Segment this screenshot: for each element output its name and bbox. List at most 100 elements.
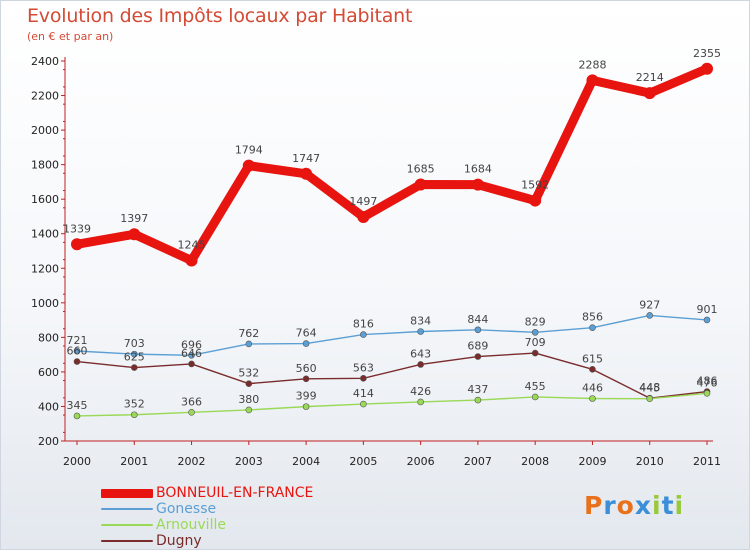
proxiti-logo: Proxiti — [584, 491, 684, 520]
data-point — [589, 395, 596, 402]
data-label: 927 — [639, 298, 660, 311]
x-tick-label: 2010 — [636, 455, 664, 468]
data-label: 1794 — [235, 144, 263, 157]
data-label: 1339 — [63, 222, 91, 235]
data-label: 709 — [525, 336, 546, 349]
data-label: 563 — [353, 361, 374, 374]
data-label: 1592 — [521, 179, 549, 192]
data-label: 560 — [296, 362, 317, 375]
logo-letter: P — [584, 491, 604, 520]
data-label: 352 — [124, 398, 145, 411]
data-label: 437 — [467, 383, 488, 396]
data-label: 829 — [525, 315, 546, 328]
logo-letter: r — [603, 491, 617, 520]
y-tick-label: 400 — [38, 400, 59, 413]
y-tick-label: 1000 — [31, 297, 59, 310]
legend-label: Dugny — [156, 533, 202, 549]
data-label: 816 — [353, 318, 374, 331]
data-label: 2355 — [693, 47, 721, 60]
data-label: 2214 — [636, 71, 664, 84]
data-point — [357, 210, 370, 223]
x-tick-label: 2002 — [178, 455, 206, 468]
data-label: 1747 — [292, 152, 320, 165]
data-point — [245, 340, 253, 348]
data-point — [300, 167, 313, 180]
data-label: 643 — [410, 347, 431, 360]
data-label: 834 — [410, 314, 431, 327]
logo-letter: i — [652, 491, 662, 520]
x-tick-label: 2011 — [693, 455, 721, 468]
data-label: 486 — [697, 375, 718, 388]
y-tick-label: 2400 — [31, 55, 59, 68]
data-label: 856 — [582, 311, 603, 324]
data-label: 448 — [639, 381, 660, 394]
data-label: 764 — [296, 327, 317, 340]
data-label: 1497 — [349, 195, 377, 208]
x-tick-label: 2006 — [407, 455, 435, 468]
data-point — [71, 238, 83, 251]
data-point — [703, 390, 711, 397]
series-line-gonesse — [76, 314, 708, 357]
data-point — [130, 411, 138, 419]
data-label: 615 — [582, 352, 603, 365]
data-point — [474, 326, 482, 334]
data-point — [471, 178, 484, 191]
data-point — [73, 358, 81, 365]
data-label: 721 — [67, 334, 88, 347]
data-point — [245, 380, 253, 387]
data-label: 366 — [181, 395, 202, 408]
data-point — [188, 360, 195, 368]
y-tick-label: 2000 — [31, 124, 59, 137]
data-label: 532 — [238, 367, 259, 380]
data-label: 844 — [467, 313, 488, 326]
legend-label: Arnouville — [156, 517, 226, 533]
y-tick-label: 1200 — [31, 262, 59, 275]
data-label: 446 — [582, 382, 603, 395]
data-point — [417, 361, 424, 368]
data-label: 696 — [181, 338, 202, 351]
x-tick-label: 2008 — [521, 455, 549, 468]
y-tick-label: 600 — [38, 366, 59, 379]
data-label: 399 — [296, 390, 317, 403]
data-label: 426 — [410, 385, 431, 398]
x-tick-label: 2005 — [349, 455, 377, 468]
legend-label: BONNEUIL-EN-FRANCE — [156, 485, 314, 501]
data-point — [701, 62, 713, 75]
data-label: 660 — [67, 345, 88, 358]
chart-title: Evolution des Impôts locaux par Habitant — [27, 5, 413, 27]
data-point — [188, 409, 195, 416]
y-tick-label: 1800 — [31, 159, 59, 172]
series-line-arnouville — [76, 392, 708, 417]
data-point — [474, 353, 482, 360]
y-tick-label: 1600 — [31, 193, 59, 206]
data-label: 345 — [67, 399, 88, 412]
legend-swatch — [101, 540, 153, 542]
x-tick-label: 2007 — [464, 455, 492, 468]
data-point — [245, 406, 253, 414]
y-tick-label: 800 — [38, 331, 59, 344]
data-label: 901 — [697, 303, 718, 316]
data-point — [643, 87, 656, 100]
data-point — [417, 398, 424, 406]
data-point — [73, 412, 81, 420]
series-line-bonneuil-en-france — [72, 64, 712, 265]
x-tick-label: 2009 — [578, 455, 606, 468]
data-label: 762 — [238, 327, 259, 340]
data-point — [130, 364, 138, 371]
legend-swatch — [101, 489, 153, 498]
data-label: 689 — [467, 340, 488, 353]
x-tick-label: 2003 — [235, 455, 263, 468]
data-label: 703 — [124, 337, 145, 350]
y-tick-label: 200 — [38, 435, 59, 448]
legend-swatch — [101, 524, 153, 526]
data-point — [646, 395, 654, 402]
chart-subtitle: (en € et par an) — [27, 30, 114, 43]
data-label: 1685 — [407, 163, 435, 176]
logo-letter: x — [634, 491, 652, 520]
legend-label: Gonesse — [156, 501, 217, 517]
x-tick-label: 2000 — [63, 455, 91, 468]
data-point — [360, 374, 367, 382]
data-point — [128, 228, 141, 241]
data-point — [360, 331, 367, 338]
data-label: 476 — [697, 376, 718, 389]
